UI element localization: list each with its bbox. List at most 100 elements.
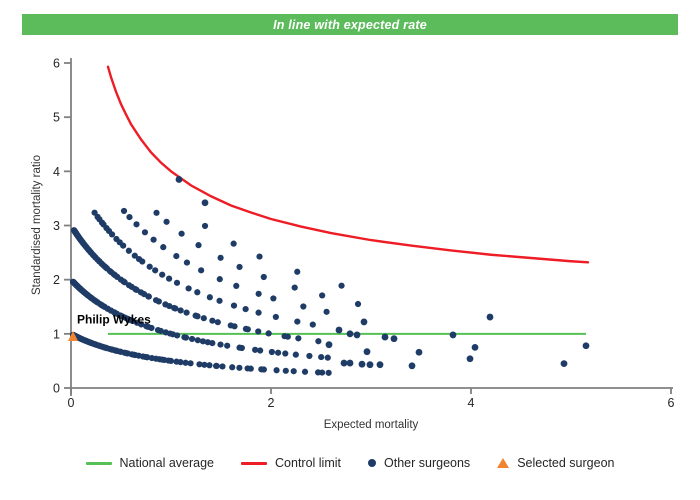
other-surgeon-dot: [231, 323, 238, 330]
other-surgeon-dot: [260, 366, 267, 373]
other-surgeon-dot: [133, 221, 140, 228]
other-surgeon-dot: [216, 297, 223, 304]
y-tick-label: 2: [53, 273, 60, 287]
funnel-plot: 0 1 2 3 4 5 6 0 2 4 6 Standardised mortality ratio E…: [0, 40, 700, 440]
other-surgeon-dot: [354, 300, 362, 308]
other-surgeon-dot: [194, 337, 201, 344]
other-surgeon-dot: [315, 338, 322, 345]
other-surgeon-dot: [256, 253, 263, 260]
status-banner-text: In line with expected rate: [273, 17, 427, 32]
other-surgeon-dot: [346, 359, 354, 367]
other-surgeon-dot: [148, 324, 155, 332]
x-tick-label: 4: [468, 396, 475, 410]
other-surgeon-dot: [138, 321, 145, 328]
other-surgeon-dot: [125, 247, 132, 254]
other-surgeon-dot: [325, 341, 333, 349]
other-surgeon-dot: [230, 302, 238, 309]
other-surgeon-dot: [141, 229, 149, 236]
other-surgeon-dot: [178, 230, 185, 237]
other-surgeon-dot: [209, 340, 216, 347]
other-surgeon-dot: [363, 348, 371, 356]
national-average-swatch-icon: [85, 461, 112, 465]
other-surgeon-dot: [182, 359, 189, 366]
selected-surgeon-label: Philip Wykes: [77, 313, 151, 327]
selected-surgeon-swatch-icon: [497, 458, 510, 468]
y-tick-label: 1: [53, 327, 60, 341]
y-tick-label: 0: [53, 382, 60, 396]
other-surgeon-dot: [177, 307, 184, 314]
other-surgeon-dot: [230, 240, 237, 247]
other-surgeon-dot: [582, 342, 590, 350]
other-surgeon-dot: [160, 244, 167, 251]
other-surgeon-dot: [194, 313, 201, 320]
legend-label: Selected surgeon: [517, 456, 615, 470]
other-surgeon-dot: [126, 214, 133, 221]
other-surgeon-dot: [255, 328, 262, 335]
other-surgeon-dot: [209, 317, 216, 324]
other-surgeon-dot: [196, 361, 203, 368]
legend-item-other-surgeons: Other surgeons: [368, 456, 470, 470]
other-surgeon-dot: [294, 318, 301, 325]
chart-legend: National average Control limit Other surge…: [0, 456, 700, 470]
status-banner: In line with expected rate: [22, 14, 678, 35]
other-surgeon-dot: [449, 331, 457, 339]
other-surgeon-dot: [152, 267, 159, 274]
other-surgeon-dot: [229, 364, 236, 371]
other-surgeon-dot: [294, 268, 301, 275]
other-surgeon-dot: [275, 349, 282, 356]
other-surgeon-dot: [290, 368, 297, 375]
other-surgeon-dot: [366, 361, 374, 369]
other-surgeon-dot: [300, 303, 307, 310]
other-surgeon-dot: [200, 315, 207, 322]
other-surgeon-dot: [198, 267, 205, 274]
other-surgeon-dot: [306, 352, 313, 360]
other-surgeon-dot: [360, 318, 368, 326]
other-surgeon-dot: [273, 367, 280, 374]
other-surgeon-dot: [252, 346, 259, 353]
other-surgeon-dot: [167, 357, 175, 365]
other-surgeon-dot: [165, 275, 173, 282]
other-surgeon-dot: [185, 285, 192, 292]
other-surgeon-dot: [247, 365, 254, 372]
other-surgeon-dot: [325, 369, 332, 376]
other-surgeon-dot: [381, 333, 389, 341]
other-surgeon-dot: [358, 360, 366, 368]
other-surgeon-dot: [291, 284, 298, 291]
other-surgeon-dot: [233, 282, 240, 290]
other-surgeon-dot: [335, 326, 343, 334]
other-surgeon-dot: [282, 367, 289, 374]
other-surgeon-dot: [201, 222, 209, 230]
selected-surgeon-marker: [68, 331, 78, 342]
other-surgeon-dot: [282, 350, 289, 357]
other-surgeon-dot: [183, 309, 190, 316]
y-tick-label: 4: [53, 165, 60, 179]
other-surgeon-dot: [408, 362, 416, 370]
funnel-plot-canvas: 0 1 2 3 4 5 6 0 2 4 6 Standardised mortality ratio E…: [31, 56, 675, 431]
other-surgeon-dot: [324, 354, 331, 361]
other-surgeon-dot: [172, 305, 179, 312]
other-surgeon-dot: [139, 258, 146, 265]
other-surgeon-dot: [188, 335, 196, 343]
other-surgeon-dot: [295, 335, 302, 342]
other-surgeon-dot: [182, 334, 190, 341]
x-tick-label: 2: [268, 396, 275, 410]
other-surgeon-dot: [177, 359, 184, 366]
other-surgeon-dot: [390, 335, 398, 343]
other-surgeon-dot: [318, 369, 326, 376]
other-surgeon-dot: [236, 364, 243, 371]
other-surgeon-dot: [242, 305, 249, 313]
other-surgeon-dot: [121, 279, 128, 286]
other-surgeon-dot: [318, 353, 325, 361]
other-surgeon-dot: [173, 279, 181, 286]
other-surgeon-dot: [284, 333, 291, 340]
legend-item-national-average: National average: [85, 456, 215, 470]
other-surgeon-dot: [214, 319, 221, 326]
other-surgeon-dot: [255, 309, 262, 316]
legend-label: National average: [119, 456, 215, 470]
legend-label: Other surgeons: [384, 456, 471, 470]
other-surgeon-dot: [201, 361, 208, 368]
y-tick-label: 3: [53, 219, 60, 233]
x-axis-title: Expected mortality: [324, 419, 419, 431]
legend-label: Control limit: [275, 456, 342, 470]
other-surgeon-dot: [157, 327, 164, 335]
